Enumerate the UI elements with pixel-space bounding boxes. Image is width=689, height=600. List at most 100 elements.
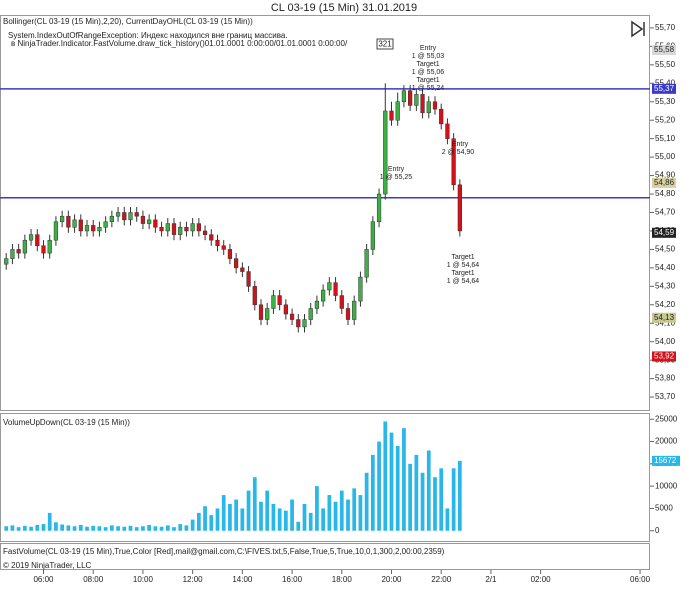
candle-body (128, 212, 133, 221)
candle-body (60, 215, 65, 222)
volume-bar (457, 460, 462, 531)
x-tick-label: 16:00 (282, 575, 303, 584)
candle-body (370, 221, 375, 250)
candle-body (72, 219, 77, 228)
candle-body (103, 221, 108, 228)
candle-body (134, 212, 139, 217)
candle-body (439, 108, 444, 125)
volume-bar (228, 503, 232, 531)
volume-bar (246, 490, 251, 531)
volume-bar (308, 512, 313, 531)
candle-body (78, 219, 83, 232)
order-annotation: Target1 (416, 61, 439, 68)
volume-bar (66, 525, 71, 531)
candle-body (383, 110, 388, 195)
order-annotation: 1 @ 54,64 (447, 278, 480, 285)
volume-panel (0, 413, 650, 542)
candle-body (171, 223, 177, 235)
volume-bar (420, 472, 425, 531)
candle-body (140, 215, 146, 224)
candle-body (457, 184, 462, 232)
volume-bar (252, 477, 257, 531)
y-tick-label: 54,50 (655, 245, 676, 254)
volume-bar (97, 526, 102, 531)
price-marker-label: 54,59 (654, 228, 675, 237)
window-title: CL 03-19 (15 Min) 31.01.2019 (271, 2, 417, 14)
y-tick-label: 54,20 (655, 300, 676, 309)
y-tick-label: 54,10 (655, 318, 676, 327)
candle-body (333, 282, 338, 296)
volume-bar (184, 525, 189, 531)
volume-bar (277, 508, 282, 531)
x-tick-label: 2/1 (485, 575, 497, 584)
candle-body (358, 276, 363, 302)
candle-body (215, 239, 220, 246)
volume-bar (103, 527, 108, 531)
volume-bar (296, 521, 301, 531)
candle-body (47, 239, 52, 254)
candle-body (109, 215, 114, 222)
volume-bar (221, 495, 226, 531)
volume-bar (172, 527, 176, 531)
volume-bar (147, 524, 152, 531)
volume-bar (346, 499, 350, 531)
candle-body (196, 223, 201, 232)
play-icon[interactable] (631, 20, 645, 38)
volume-bar (159, 526, 164, 531)
volume-bar (283, 510, 288, 531)
order-annotation: Entry (452, 141, 469, 148)
order-annotation: 2 @ 54,90 (442, 149, 475, 156)
y-tick-label: 53,70 (655, 392, 676, 401)
error-text: System.IndexOutOfRangeException: Индекс … (8, 31, 288, 40)
volume-bar (16, 527, 21, 531)
price-panel (0, 15, 650, 411)
volume-bar (203, 506, 207, 531)
price-marker (652, 227, 676, 238)
volume-bar (60, 524, 65, 531)
y-tick-label: 25000 (655, 414, 678, 423)
candle-body (221, 245, 226, 250)
volume-bar (339, 490, 344, 531)
candle-body (147, 219, 152, 224)
volume-bar (370, 454, 375, 531)
volume-bar (358, 495, 363, 531)
order-annotation: 1 @ 55,25 (380, 174, 413, 181)
candle-body (289, 313, 295, 320)
volume-bar (408, 463, 412, 531)
volume-bar (321, 508, 325, 531)
x-tick-label: 06:00 (33, 575, 54, 584)
price-marker-label: 55,37 (654, 84, 675, 93)
volume-bar (333, 501, 338, 531)
candle-body (159, 227, 164, 232)
volume-bar (29, 526, 33, 531)
last-volume-marker (652, 455, 680, 466)
candle-body (240, 267, 245, 272)
copyright: © 2019 NinjaTrader, LLC (3, 561, 92, 570)
candle-body (432, 101, 438, 110)
volume-bar (259, 501, 263, 531)
candle-body (308, 308, 313, 320)
candle-body (66, 215, 71, 228)
y-tick-label: 55,50 (655, 60, 676, 69)
candle-body (321, 289, 326, 302)
y-tick-label: 0 (655, 526, 660, 535)
order-annotation: 1 @ 55,24 (412, 85, 445, 92)
candle-body (35, 234, 40, 246)
candle-body (190, 223, 195, 232)
candle-body (327, 282, 332, 291)
candle-body (271, 295, 276, 309)
volume-bar (377, 441, 381, 531)
candle-body (339, 295, 344, 309)
order-annotation: 1 @ 55,03 (412, 53, 445, 60)
candle-body (420, 94, 425, 114)
volume-bar (54, 522, 58, 531)
price-marker-label: 53,92 (654, 352, 675, 361)
volume-bar (302, 503, 307, 531)
y-tick-label: 54,30 (655, 281, 676, 290)
candle-body (345, 308, 351, 320)
volume-bar (116, 526, 120, 531)
y-tick-label: 54,90 (655, 171, 676, 180)
candle-body (414, 94, 419, 106)
x-tick-label: 10:00 (133, 575, 154, 584)
price-marker-label: 54,86 (654, 178, 675, 187)
